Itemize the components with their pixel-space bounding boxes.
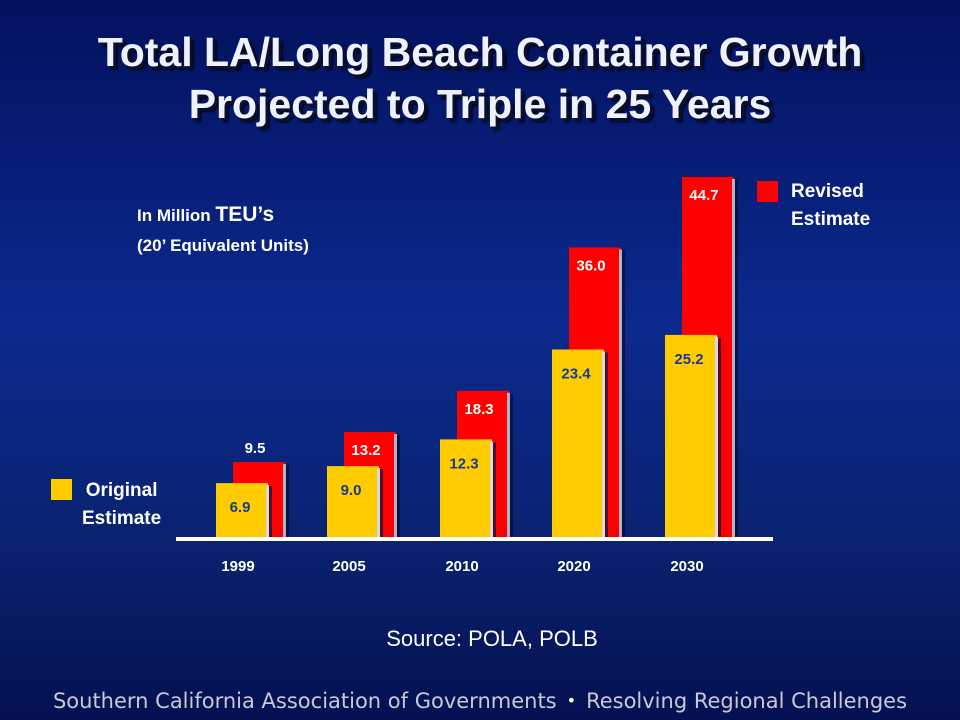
- bar-original-2010: [440, 439, 492, 539]
- bar-edge-original-2005: [377, 468, 380, 539]
- legend-revised-line-1: Revised: [791, 181, 864, 202]
- bar-original-2005: [327, 466, 379, 539]
- tick-label-2005: 2005: [332, 558, 365, 575]
- bar-edge-original-2010: [490, 441, 493, 539]
- footer-separator: •: [566, 691, 577, 710]
- label-original-2030: 25.2: [674, 351, 703, 368]
- slide-title: Total LA/Long Beach Container Growth Pro…: [0, 26, 960, 130]
- label-revised-2010: 18.3: [464, 401, 493, 418]
- label-original-1999: 6.9: [230, 499, 251, 516]
- units-teu: TEU’s: [215, 203, 275, 226]
- bar-edge-original-2030: [715, 336, 718, 539]
- tick-label-2030: 2030: [670, 558, 703, 575]
- bar-edge-revised-2010: [507, 392, 510, 539]
- label-revised-1999: 9.5: [245, 440, 266, 457]
- label-revised-2030: 44.7: [689, 187, 718, 204]
- label-original-2020: 23.4: [561, 365, 591, 382]
- title-line-1: Total LA/Long Beach Container Growth: [97, 29, 863, 75]
- legend-original-line-2: Estimate: [82, 508, 162, 529]
- tick-label-2010: 2010: [445, 558, 478, 575]
- units-line-2: (20’ Equivalent Units): [137, 236, 309, 255]
- bar-edge-revised-2005: [394, 434, 397, 539]
- tick-label-1999: 1999: [221, 558, 254, 575]
- bar-edge-original-2020: [602, 351, 605, 539]
- footer-tagline: Resolving Regional Challenges: [586, 689, 908, 713]
- label-revised-2005: 13.2: [351, 442, 380, 459]
- footer: Southern California Association of Gover…: [0, 689, 960, 713]
- label-original-2005: 9.0: [341, 482, 362, 499]
- legend-original-line-1: Original: [85, 480, 158, 501]
- units-prefix: In Million: [137, 206, 216, 225]
- source-note: Source: POLA, POLB: [386, 626, 598, 651]
- units-line-1: In Million TEU’s: [137, 200, 309, 231]
- bar-edge-revised-2030: [732, 179, 735, 539]
- legend-revised-swatch: [757, 181, 778, 202]
- bar-edge-revised-2020: [619, 249, 622, 540]
- legend-revised-line-2: Estimate: [791, 209, 871, 230]
- bar-original-2020: [552, 349, 604, 539]
- legend-original-swatch: [51, 479, 72, 500]
- bar-edge-original-1999: [266, 485, 269, 539]
- units-note: In Million TEU’s (20’ Equivalent Units): [137, 200, 309, 261]
- bar-original-1999: [216, 483, 268, 539]
- label-original-2010: 12.3: [449, 455, 478, 472]
- title-line-2: Projected to Triple in 25 Years: [188, 81, 772, 127]
- x-axis-line: [176, 537, 773, 541]
- footer-organization: Southern California Association of Gover…: [52, 689, 557, 713]
- legend-revised-label: Revised Estimate: [791, 178, 870, 234]
- tick-label-2020: 2020: [557, 558, 590, 575]
- bar-original-2030: [665, 334, 717, 539]
- bar-edge-revised-1999: [283, 464, 286, 539]
- legend-original-label: Original Estimate: [82, 477, 161, 533]
- label-revised-2020: 36.0: [576, 257, 605, 274]
